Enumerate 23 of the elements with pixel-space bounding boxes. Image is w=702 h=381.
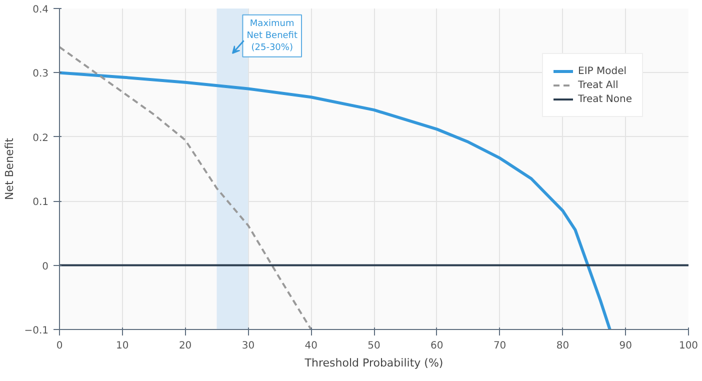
band-label: Maximum Net Benefit (25-30%) [246, 18, 298, 53]
y-tick-label: 0.3 [32, 68, 49, 80]
legend-label: EIP Model [578, 64, 627, 78]
y-tick-label: 0.4 [32, 4, 49, 16]
y-axis-title: Net Benefit [3, 137, 16, 200]
x-tick-label: 10 [116, 340, 129, 352]
y-tick-label: 0 [42, 261, 49, 272]
x-tick-label: 70 [493, 340, 506, 352]
y-tick-label: 0.2 [32, 132, 49, 144]
x-tick-label: 80 [556, 340, 570, 352]
x-tick-label: 50 [368, 340, 380, 352]
x-tick-label: 0 [56, 340, 63, 352]
y-tick-label: 0.1 [32, 197, 49, 208]
x-tick-label: 100 [678, 340, 698, 352]
y-tick-label: −0.1 [24, 326, 49, 336]
x-tick-label: 40 [304, 340, 318, 352]
legend-label: Treat None [578, 92, 632, 106]
x-axis-title: Threshold Probability (%) [304, 356, 444, 370]
x-tick-label: 30 [242, 340, 255, 352]
legend-label: Treat All [578, 78, 618, 92]
x-tick-label: 90 [619, 340, 632, 352]
x-tick-label: 60 [430, 340, 444, 352]
x-tick-label: 20 [178, 340, 192, 352]
